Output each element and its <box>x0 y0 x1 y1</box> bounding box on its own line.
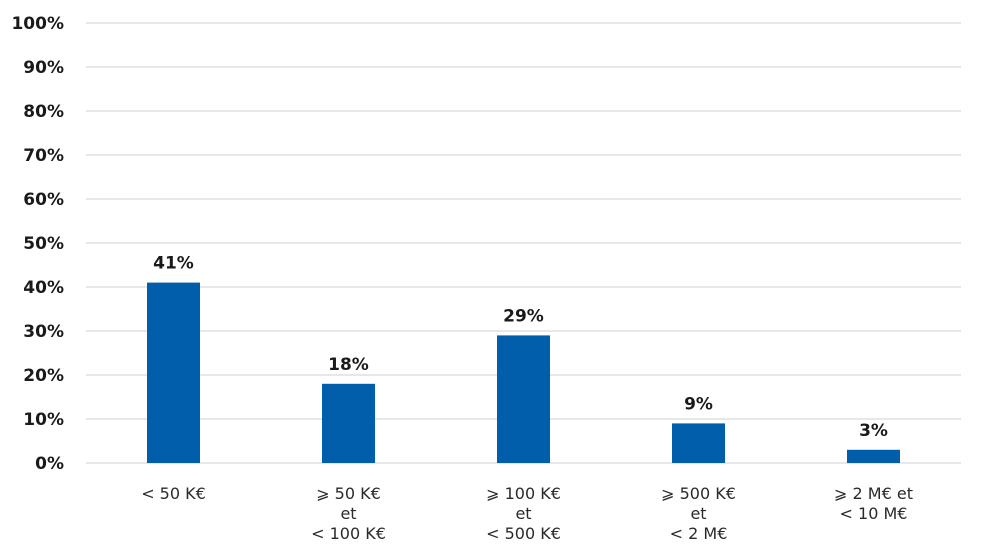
y-tick-label: 40% <box>23 278 64 298</box>
x-tick-label: ⩾ 50 K€ et < 100 K€ <box>311 484 386 543</box>
y-tick-label: 50% <box>23 234 64 254</box>
y-tick-label: 20% <box>23 366 64 386</box>
bar <box>497 335 550 463</box>
data-label: 18% <box>328 355 369 375</box>
y-tick-label: 30% <box>23 322 64 342</box>
x-tick-label-line: et <box>690 504 706 523</box>
bar <box>322 383 375 463</box>
x-tick-label-line: < 100 K€ <box>311 524 386 543</box>
y-tick-label: 0% <box>35 454 64 474</box>
data-labels: 41% 18% 29% 9% 3% <box>153 254 888 441</box>
data-label: 3% <box>859 421 888 441</box>
x-tick-label-line: et <box>340 504 356 523</box>
x-tick-label: ⩾ 2 M€ et < 10 M€ <box>834 484 913 523</box>
gridlines <box>86 22 961 464</box>
data-label: 9% <box>684 394 713 414</box>
x-tick-label-line: < 10 M€ <box>840 504 908 523</box>
y-tick-label: 80% <box>23 102 64 122</box>
y-tick-label: 70% <box>23 146 64 166</box>
x-axis-tick-labels: < 50 K€ ⩾ 50 K€ et < 100 K€⩾ 100 K€ et < 500 … <box>141 484 913 543</box>
x-tick-label: ⩾ 100 K€ et < 500 K€ <box>486 484 561 543</box>
x-tick-label: ⩾ 500 K€ et < 2 M€ <box>661 484 736 543</box>
y-axis-tick-labels: 0% 10% 20% 30% 40% 50% 60% 70% 80% 90% 100% <box>11 14 64 474</box>
x-tick-label-line: ⩾ 2 M€ et <box>834 484 913 503</box>
x-tick-label-line: et <box>515 504 531 523</box>
y-tick-label: 90% <box>23 58 64 78</box>
bar <box>147 282 200 463</box>
x-tick-label-line: < 50 K€ <box>141 484 206 503</box>
x-tick-label: < 50 K€ <box>141 484 206 503</box>
x-tick-label-line: < 500 K€ <box>486 524 561 543</box>
y-tick-label: 10% <box>23 410 64 430</box>
data-label: 29% <box>503 306 544 326</box>
x-tick-label-line: < 2 M€ <box>670 524 728 543</box>
x-tick-label-line: ⩾ 100 K€ <box>486 484 561 503</box>
bars <box>147 282 900 463</box>
data-label: 41% <box>153 254 194 274</box>
x-tick-label-line: ⩾ 50 K€ <box>316 484 381 503</box>
y-tick-label: 100% <box>11 14 64 34</box>
x-tick-label-line: ⩾ 500 K€ <box>661 484 736 503</box>
bar <box>672 423 725 463</box>
bar <box>847 449 900 463</box>
y-tick-label: 60% <box>23 190 64 210</box>
